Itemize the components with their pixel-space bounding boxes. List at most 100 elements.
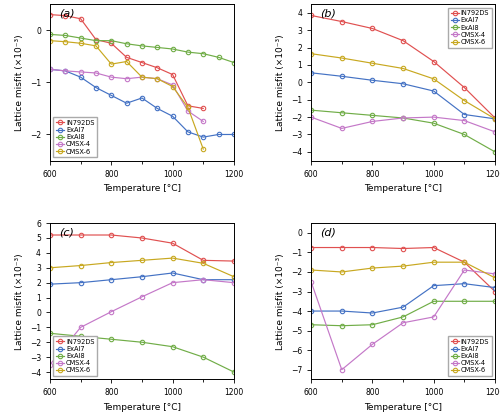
IN792DS	[93, 37, 99, 42]
CMSX-4	[170, 83, 175, 88]
CMSX-6	[139, 258, 145, 263]
Line: CMSX-6: CMSX-6	[309, 260, 497, 280]
Line: CMSX-4: CMSX-4	[48, 277, 236, 367]
Legend: IN792DS, ExAl7, ExAl8, CMSX-4, CMSX-6: IN792DS, ExAl7, ExAl8, CMSX-4, CMSX-6	[54, 336, 97, 376]
ExAl7	[170, 114, 175, 119]
CMSX-4	[139, 75, 145, 80]
Line: CMSX-4: CMSX-4	[309, 268, 497, 372]
ExAl8	[139, 340, 145, 345]
ExAl8	[47, 32, 53, 37]
ExAl7	[200, 277, 206, 282]
CMSX-6	[47, 38, 53, 43]
Line: IN792DS: IN792DS	[309, 245, 497, 294]
Line: ExAl8: ExAl8	[309, 108, 497, 154]
ExAl8	[430, 121, 436, 126]
ExAl8	[78, 35, 84, 40]
CMSX-6	[154, 76, 160, 81]
ExAl7	[200, 135, 206, 140]
ExAl7	[124, 101, 130, 106]
CMSX-4	[400, 116, 406, 121]
CMSX-6	[430, 260, 436, 265]
CMSX-6	[78, 263, 84, 268]
IN792DS	[108, 41, 114, 46]
IN792DS	[339, 19, 345, 24]
IN792DS	[154, 65, 160, 70]
ExAl7	[78, 75, 84, 80]
ExAl8	[462, 299, 468, 304]
ExAl8	[400, 314, 406, 319]
ExAl7	[430, 283, 436, 288]
CMSX-6	[308, 51, 314, 56]
CMSX-4	[47, 362, 53, 367]
ExAl8	[78, 334, 84, 339]
CMSX-6	[78, 41, 84, 46]
CMSX-4	[93, 70, 99, 75]
IN792DS	[231, 259, 237, 264]
Text: (b): (b)	[320, 9, 336, 19]
IN792DS	[185, 103, 191, 108]
CMSX-6	[339, 55, 345, 60]
ExAl7	[370, 78, 376, 83]
ExAl8	[462, 132, 468, 137]
IN792DS	[47, 233, 53, 238]
CMSX-6	[185, 105, 191, 110]
ExAl8	[492, 149, 498, 154]
ExAl7	[231, 277, 237, 282]
CMSX-4	[370, 119, 376, 124]
IN792DS	[400, 246, 406, 251]
CMSX-4	[185, 108, 191, 113]
ExAl7	[370, 311, 376, 316]
ExAl7	[170, 271, 175, 276]
CMSX-6	[339, 269, 345, 274]
Line: ExAl7: ExAl7	[48, 271, 236, 286]
CMSX-6	[231, 274, 237, 279]
IN792DS	[78, 16, 84, 21]
Legend: IN792DS, ExAl7, ExAl8, CMSX-4, CMSX-6: IN792DS, ExAl7, ExAl8, CMSX-4, CMSX-6	[448, 336, 492, 376]
ExAl8	[108, 38, 114, 43]
CMSX-4	[370, 342, 376, 347]
CMSX-4	[108, 75, 114, 80]
ExAl7	[339, 74, 345, 79]
ExAl8	[400, 116, 406, 121]
Line: ExAl7: ExAl7	[48, 67, 236, 139]
IN792DS	[139, 60, 145, 65]
ExAl7	[154, 106, 160, 111]
ExAl8	[308, 322, 314, 327]
Text: (c): (c)	[59, 228, 74, 238]
Y-axis label: Lattice misfit (×10⁻³): Lattice misfit (×10⁻³)	[16, 34, 24, 131]
IN792DS	[47, 12, 53, 17]
CMSX-4	[78, 70, 84, 75]
ExAl8	[430, 299, 436, 304]
ExAl8	[492, 299, 498, 304]
IN792DS	[170, 241, 175, 246]
IN792DS	[430, 245, 436, 250]
X-axis label: Temperature [°C]: Temperature [°C]	[364, 184, 442, 193]
ExAl8	[93, 38, 99, 43]
Line: CMSX-4: CMSX-4	[48, 67, 205, 124]
Y-axis label: Lattice misfit (×10⁻³): Lattice misfit (×10⁻³)	[276, 253, 285, 349]
CMSX-6	[492, 275, 498, 280]
ExAl8	[200, 354, 206, 359]
ExAl7	[339, 309, 345, 314]
ExAl7	[139, 274, 145, 279]
Legend: IN792DS, ExAl7, ExAl8, CMSX-4, CMSX-6: IN792DS, ExAl7, ExAl8, CMSX-4, CMSX-6	[54, 117, 97, 157]
CMSX-4	[339, 367, 345, 372]
CMSX-4	[462, 268, 468, 273]
IN792DS	[124, 55, 130, 60]
CMSX-6	[400, 264, 406, 269]
CMSX-6	[93, 43, 99, 48]
IN792DS	[339, 245, 345, 250]
CMSX-4	[400, 320, 406, 325]
ExAl7	[47, 67, 53, 72]
CMSX-6	[124, 59, 130, 64]
ExAl7	[139, 95, 145, 100]
ExAl8	[170, 344, 175, 349]
Y-axis label: Lattice misfit (×10⁻³): Lattice misfit (×10⁻³)	[15, 253, 24, 349]
IN792DS	[62, 13, 68, 18]
Line: ExAl8: ExAl8	[309, 299, 497, 328]
ExAl8	[370, 322, 376, 327]
CMSX-6	[170, 84, 175, 89]
X-axis label: Temperature [°C]: Temperature [°C]	[103, 403, 181, 412]
ExAl7	[462, 112, 468, 117]
Text: (a): (a)	[59, 9, 75, 19]
